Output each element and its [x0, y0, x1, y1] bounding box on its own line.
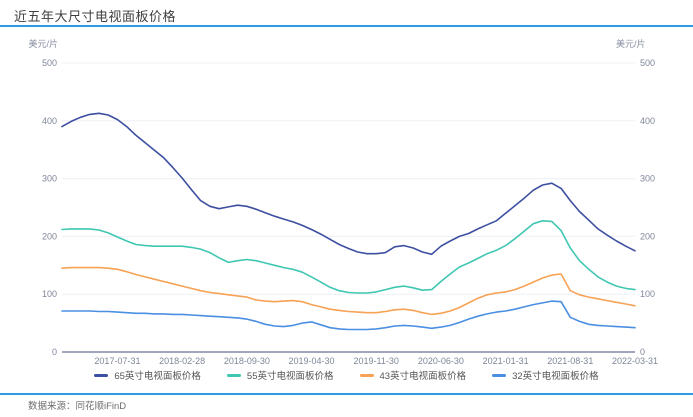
legend-marker-icon	[226, 373, 241, 377]
legend-item[interactable]: 55英寸电视面板价格	[226, 368, 334, 382]
header-accent-line	[0, 25, 693, 27]
legend-item[interactable]: 65英寸电视面板价格	[94, 368, 201, 382]
y-axis-tick-label-left: 0	[52, 347, 57, 357]
y-axis-tick-label-left: 500	[42, 58, 57, 68]
page-title: 近五年大尺寸电视面板价格	[14, 9, 177, 24]
y-axis-tick-label-right: 200	[640, 231, 655, 241]
footer-accent-line	[0, 393, 693, 395]
chart-legend: 65英寸电视面板价格 55英寸电视面板价格 43英寸电视面板价格 32英寸电视面板价格	[0, 368, 693, 382]
x-axis-tick-label: 2020-06-30	[418, 356, 464, 366]
legend-marker-icon	[359, 373, 374, 377]
y-axis-tick-label-left: 200	[42, 231, 57, 241]
y-axis-tick-label-right: 100	[640, 289, 655, 299]
legend-marker-icon	[94, 373, 109, 377]
x-axis-tick-label: 2022-03-31	[612, 356, 658, 366]
legend-marker-icon	[492, 373, 507, 377]
x-axis-tick-label: 2017-07-31	[94, 356, 140, 366]
y-axis-tick-label-right: 0	[640, 347, 645, 357]
series-line-65英寸电视面板价格[interactable]	[61, 112, 636, 256]
legend-item[interactable]: 43英寸电视面板价格	[359, 368, 467, 382]
y-axis-tick-label-right: 300	[640, 174, 655, 184]
legend-label: 32英寸电视面板价格	[512, 371, 599, 382]
legend-item[interactable]: 32英寸电视面板价格	[492, 368, 599, 382]
series-line-43英寸电视面板价格[interactable]	[61, 266, 636, 316]
legend-label: 43英寸电视面板价格	[379, 371, 467, 382]
y-axis-unit-right: 美元/片	[616, 39, 646, 49]
x-axis-tick-label: 2019-04-30	[289, 356, 335, 366]
legend-label: 65英寸电视面板价格	[114, 371, 201, 382]
y-axis-tick-label-left: 300	[42, 174, 57, 184]
x-axis-tick-label: 2021-08-31	[547, 356, 593, 366]
y-axis-tick-label-left: 400	[42, 116, 57, 126]
y-axis-unit-left: 美元/片	[28, 39, 58, 49]
x-axis-tick-label: 2018-09-30	[224, 356, 270, 366]
series-line-32英寸电视面板价格[interactable]	[61, 300, 636, 331]
y-axis-tick-label-right: 500	[640, 58, 655, 68]
x-axis-tick-label: 2019-11-30	[354, 356, 399, 366]
x-axis-tick-label: 2018-02-28	[159, 356, 205, 366]
data-source-label: 数据来源：同花顺iFinD	[28, 401, 127, 412]
y-axis-tick-label-left: 100	[42, 289, 57, 299]
series-line-55英寸电视面板价格[interactable]	[61, 220, 636, 294]
y-axis-tick-label-right: 400	[640, 116, 655, 126]
legend-label: 55英寸电视面板价格	[246, 371, 334, 382]
x-axis-tick-label: 2021-01-31	[483, 356, 529, 366]
